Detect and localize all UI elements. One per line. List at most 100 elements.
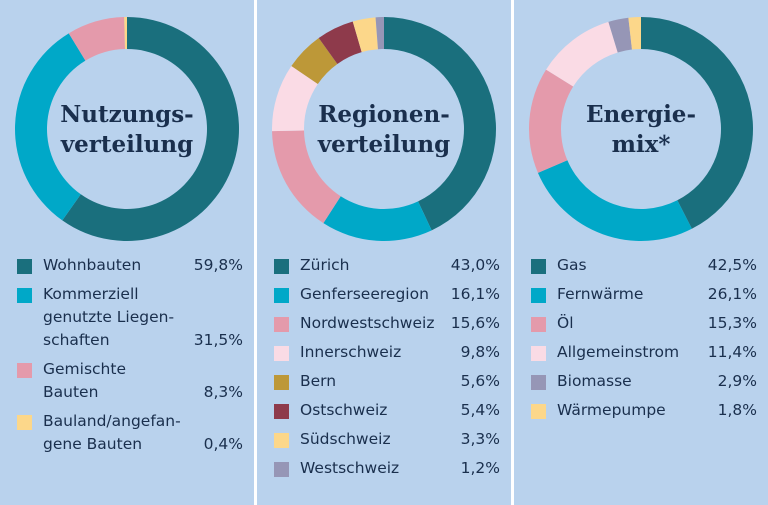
legend-value: 1,2% (460, 459, 500, 477)
legend-label: Zürich (300, 254, 445, 277)
legend-item: Fernwärme 26,1% (531, 283, 757, 306)
legend-swatch (17, 415, 32, 430)
donut-slice (641, 17, 753, 229)
legend-label-line: gene Bauten (43, 435, 143, 453)
legend-value: 5,4% (460, 401, 500, 419)
legend-item: Allgemeinstrom 11,4% (531, 341, 757, 364)
donut-slice (529, 69, 574, 173)
chart-title-line: verteilung (317, 131, 451, 158)
legend-label-line: Öl (557, 314, 574, 332)
chart-title: Regionen- verteilung (284, 40, 484, 220)
legend-item: Gemischte Bauten 8,3% (17, 358, 243, 404)
legend-label: Nordwestschweiz (300, 312, 445, 335)
legend-item: Südschweiz 3,3% (274, 428, 500, 451)
legend-swatch (531, 288, 546, 303)
legend-value: 8,3% (203, 383, 243, 401)
chart-title-line: mix* (611, 131, 671, 158)
legend-label-line: Allgemeinstrom (557, 343, 680, 361)
legend: Wohnbauten 59,8% Kommerziell genutzte Liege… (17, 254, 243, 462)
chart-title-line: Regionen- (318, 101, 450, 128)
legend-label: Fernwärme (557, 283, 702, 306)
legend-label-line: Südschweiz (300, 430, 391, 448)
legend-item: Bauland/angefan-gene Bauten 0,4% (17, 410, 243, 456)
legend-swatch (531, 317, 546, 332)
legend-item: Zürich 43,0% (274, 254, 500, 277)
legend-label-line: Gemischte (43, 360, 126, 378)
legend-item: Innerschweiz 9,8% (274, 341, 500, 364)
legend-value: 3,3% (460, 430, 500, 448)
donut-slice (14, 33, 86, 221)
legend-value: 1,8% (717, 401, 757, 419)
legend-value: 9,8% (460, 343, 500, 361)
panel-energiemix: Energie- mix* Gas 42,5% Fernwärme 26,1% Öl 15… (514, 0, 768, 505)
legend-item: Wohnbauten 59,8% (17, 254, 243, 277)
chart-title-line: verteilung (60, 131, 194, 158)
legend-value: 42,5% (707, 256, 757, 274)
legend-item: Gas 42,5% (531, 254, 757, 277)
legend-swatch (274, 404, 289, 419)
chart-title-line: Energie- (585, 101, 696, 128)
donut-slice (537, 160, 692, 241)
legend-label-line: Bauland/angefan- (43, 412, 181, 430)
legend-swatch (17, 259, 32, 274)
donut-slice (124, 17, 127, 50)
chart-title: Nutzungs- verteilung (27, 40, 227, 220)
donut-slice (352, 17, 378, 53)
legend-label-line: Nordwestschweiz (300, 314, 435, 332)
legend-item: Kommerziell genutzte Liegen-schaften 31,5% (17, 283, 243, 352)
legend-label: Biomasse (557, 370, 712, 393)
donut-slice (62, 17, 239, 241)
legend-label-line: Bauten (43, 383, 99, 401)
legend-item: Biomasse 2,9% (531, 370, 757, 393)
donut-slice (546, 21, 618, 87)
donut-slice (323, 196, 432, 242)
legend: Zürich 43,0% Genferseeregion 16,1% Nordwests… (274, 254, 500, 486)
legend-item: Wärmepumpe 1,8% (531, 399, 757, 422)
panel-regionenverteilung: Regionen- verteilung Zürich 43,0% Genferse… (257, 0, 511, 505)
legend: Gas 42,5% Fernwärme 26,1% Öl 15,3% Allgemeinst… (531, 254, 757, 428)
panel-nutzungsverteilung: Nutzungs- verteilung Wohnbauten 59,8% Komm… (0, 0, 254, 505)
legend-swatch (274, 346, 289, 361)
donut-slice (68, 17, 125, 61)
legend-label-line: genutzte Liegen- (43, 308, 175, 326)
legend-swatch (531, 404, 546, 419)
legend-value: 2,9% (717, 372, 757, 390)
legend-swatch (531, 259, 546, 274)
legend-value: 16,1% (450, 285, 500, 303)
legend-swatch (531, 375, 546, 390)
legend-swatch (274, 433, 289, 448)
legend-label-line: Westschweiz (300, 459, 400, 477)
legend-label-line: Kommerziell (43, 285, 139, 303)
legend-label: Öl (557, 312, 702, 335)
donut-slice (375, 17, 384, 50)
legend-label-line: Innerschweiz (300, 343, 402, 361)
legend-label: Genferseeregion (300, 283, 445, 306)
donut-slice (272, 130, 341, 224)
legend-label: Bauland/angefan-gene Bauten (43, 410, 198, 456)
legend-label-line: Biomasse (557, 372, 632, 390)
donut-slice (272, 66, 318, 132)
legend-value: 0,4% (203, 435, 243, 453)
legend-swatch (274, 288, 289, 303)
donut-chart (529, 17, 753, 241)
legend-label: Innerschweiz (300, 341, 455, 364)
legend-swatch (274, 317, 289, 332)
legend-item: Genferseeregion 16,1% (274, 283, 500, 306)
legend-swatch (531, 346, 546, 361)
legend-label: Allgemeinstrom (557, 341, 702, 364)
donut-slice (318, 21, 362, 64)
legend-label: Südschweiz (300, 428, 455, 451)
legend-label-line: Bern (300, 372, 337, 390)
legend-value: 11,4% (707, 343, 757, 361)
donut-slice (291, 37, 338, 85)
donut-slice (628, 17, 641, 50)
legend-label: Bern (300, 370, 455, 393)
legend-item: Nordwestschweiz 15,6% (274, 312, 500, 335)
legend-label: Wärmepumpe (557, 399, 712, 422)
legend-value: 15,3% (707, 314, 757, 332)
legend-item: Bern 5,6% (274, 370, 500, 393)
legend-label: Gemischte Bauten (43, 358, 198, 404)
legend-label: Kommerziell genutzte Liegen-schaften (43, 283, 188, 352)
legend-label-line: Zürich (300, 256, 350, 274)
legend-value: 43,0% (450, 256, 500, 274)
